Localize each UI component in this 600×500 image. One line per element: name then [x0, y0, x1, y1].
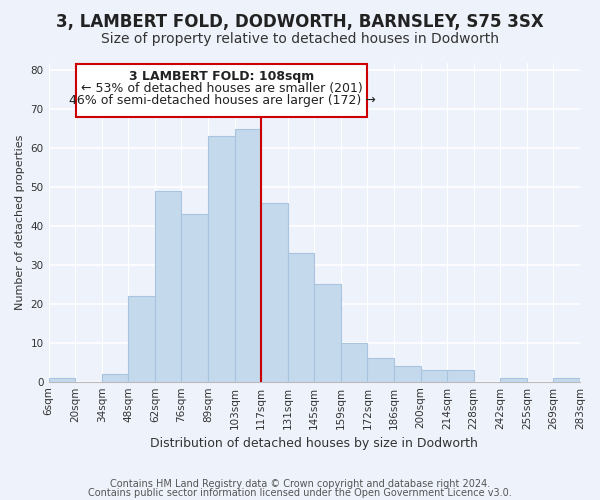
Bar	[181, 214, 208, 382]
Text: 3 LAMBERT FOLD: 108sqm: 3 LAMBERT FOLD: 108sqm	[130, 70, 314, 82]
Bar	[394, 366, 421, 382]
Bar	[101, 374, 128, 382]
Bar	[447, 370, 474, 382]
Text: 3, LAMBERT FOLD, DODWORTH, BARNSLEY, S75 3SX: 3, LAMBERT FOLD, DODWORTH, BARNSLEY, S75…	[56, 12, 544, 30]
Bar	[500, 378, 527, 382]
Text: Size of property relative to detached houses in Dodworth: Size of property relative to detached ho…	[101, 32, 499, 46]
Bar	[155, 191, 181, 382]
Text: 46% of semi-detached houses are larger (172) →: 46% of semi-detached houses are larger (…	[68, 94, 376, 108]
Bar	[553, 378, 580, 382]
Bar	[341, 343, 367, 382]
Text: ← 53% of detached houses are smaller (201): ← 53% of detached houses are smaller (20…	[81, 82, 363, 95]
Bar	[208, 136, 235, 382]
Bar	[128, 296, 155, 382]
X-axis label: Distribution of detached houses by size in Dodworth: Distribution of detached houses by size …	[151, 437, 478, 450]
Bar	[287, 253, 314, 382]
Text: Contains public sector information licensed under the Open Government Licence v3: Contains public sector information licen…	[88, 488, 512, 498]
Text: Contains HM Land Registry data © Crown copyright and database right 2024.: Contains HM Land Registry data © Crown c…	[110, 479, 490, 489]
Bar	[314, 284, 341, 382]
Bar	[367, 358, 394, 382]
Bar	[421, 370, 447, 382]
FancyBboxPatch shape	[76, 64, 367, 117]
Bar	[49, 378, 75, 382]
Bar	[261, 202, 287, 382]
Y-axis label: Number of detached properties: Number of detached properties	[15, 134, 25, 310]
Bar	[235, 128, 261, 382]
